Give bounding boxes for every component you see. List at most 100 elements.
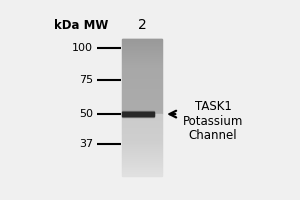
Bar: [122, 52, 162, 53]
Bar: [122, 162, 162, 163]
Bar: [122, 113, 162, 114]
Bar: [122, 165, 162, 166]
Bar: [122, 172, 162, 173]
Bar: [122, 61, 162, 62]
Bar: [122, 57, 162, 58]
Bar: [122, 159, 162, 160]
Bar: [122, 72, 162, 73]
Bar: [122, 152, 162, 153]
Bar: [122, 48, 162, 49]
Bar: [122, 69, 162, 70]
Bar: [122, 112, 162, 113]
Bar: [122, 109, 162, 110]
Bar: [122, 58, 162, 59]
Bar: [122, 67, 162, 68]
Bar: [122, 68, 162, 69]
Bar: [122, 82, 162, 83]
Bar: [122, 91, 162, 92]
Bar: [122, 65, 162, 66]
Bar: [122, 108, 162, 109]
Bar: [122, 111, 154, 117]
Bar: [122, 125, 162, 126]
Bar: [122, 59, 162, 60]
Bar: [122, 175, 162, 176]
Bar: [122, 94, 162, 95]
Text: Channel: Channel: [189, 129, 237, 142]
Bar: [122, 167, 162, 168]
Bar: [122, 75, 162, 76]
Bar: [122, 44, 162, 45]
Bar: [122, 106, 162, 107]
Bar: [122, 46, 162, 47]
Bar: [122, 55, 162, 56]
Bar: [122, 124, 162, 125]
Bar: [122, 130, 162, 131]
Text: 50: 50: [79, 109, 93, 119]
Bar: [122, 101, 162, 102]
Bar: [122, 112, 154, 116]
Bar: [122, 39, 162, 40]
Bar: [122, 81, 162, 82]
Bar: [122, 54, 162, 55]
Bar: [122, 161, 162, 162]
Bar: [122, 138, 162, 139]
Bar: [122, 98, 162, 99]
Bar: [122, 103, 162, 104]
Bar: [122, 154, 162, 155]
Bar: [122, 145, 162, 146]
Bar: [122, 155, 162, 156]
Bar: [122, 173, 162, 174]
Bar: [122, 79, 162, 80]
Bar: [122, 156, 162, 157]
Bar: [122, 41, 162, 42]
Bar: [122, 47, 162, 48]
Bar: [122, 142, 162, 143]
Bar: [122, 99, 162, 100]
Bar: [122, 89, 162, 90]
Text: kDa MW: kDa MW: [55, 19, 109, 32]
Bar: [122, 144, 162, 145]
Bar: [122, 70, 162, 71]
Bar: [122, 118, 162, 119]
Bar: [122, 83, 162, 84]
Bar: [122, 84, 162, 85]
Bar: [122, 42, 162, 43]
Bar: [122, 92, 162, 93]
Bar: [122, 111, 162, 112]
Bar: [122, 64, 162, 65]
Bar: [122, 76, 162, 77]
Bar: [122, 117, 162, 118]
Bar: [122, 119, 162, 120]
Bar: [122, 157, 162, 158]
Bar: [122, 107, 162, 108]
Text: 37: 37: [79, 139, 93, 149]
Bar: [122, 140, 162, 141]
Bar: [122, 133, 162, 134]
Bar: [122, 168, 162, 169]
Bar: [122, 135, 162, 136]
Bar: [122, 121, 162, 122]
Bar: [122, 93, 162, 94]
Bar: [122, 51, 162, 52]
Bar: [122, 74, 162, 75]
Bar: [122, 115, 162, 116]
Bar: [122, 174, 162, 175]
Text: TASK1: TASK1: [195, 100, 232, 113]
Bar: [122, 63, 162, 64]
Bar: [122, 86, 162, 87]
Bar: [122, 127, 162, 128]
Bar: [122, 164, 162, 165]
Bar: [122, 111, 154, 117]
Bar: [122, 95, 162, 96]
Bar: [122, 102, 162, 103]
Bar: [122, 100, 162, 101]
Bar: [122, 77, 162, 78]
Bar: [122, 139, 162, 140]
Bar: [122, 120, 162, 121]
Bar: [122, 151, 162, 152]
Bar: [122, 149, 162, 150]
Bar: [122, 40, 162, 41]
Bar: [122, 78, 162, 79]
Bar: [122, 137, 162, 138]
Bar: [122, 153, 162, 154]
